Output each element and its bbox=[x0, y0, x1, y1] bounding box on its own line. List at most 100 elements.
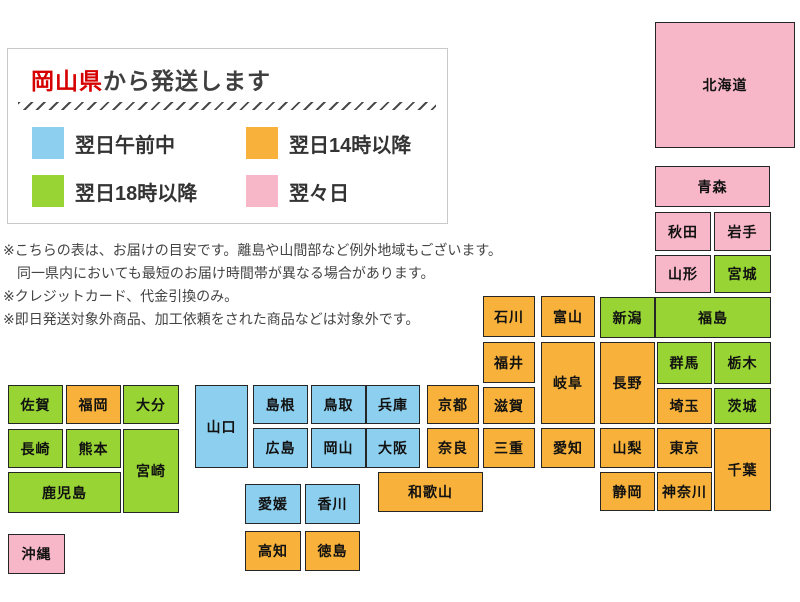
prefecture-label: 奈良 bbox=[438, 440, 468, 456]
prefecture-label: 和歌山 bbox=[408, 484, 453, 500]
prefecture-label: 栃木 bbox=[727, 355, 758, 371]
prefecture-label: 山形 bbox=[668, 266, 698, 282]
prefecture-box: 茨城 bbox=[714, 388, 771, 424]
prefecture-box: 熊本 bbox=[66, 429, 121, 468]
prefecture-box: 福井 bbox=[483, 342, 535, 383]
prefecture-label: 新潟 bbox=[612, 309, 643, 326]
prefecture-box: 静岡 bbox=[600, 472, 655, 511]
note-line: ※こちらの表は、お届けの目安です。離島や山間部など例外地域もございます。 bbox=[3, 242, 502, 258]
delivery-legend: 翌日午前中 翌日14時以降 翌日18時以降 翌々日 bbox=[32, 127, 432, 207]
prefecture-box: 高知 bbox=[245, 531, 301, 571]
prefecture-label: 石川 bbox=[494, 308, 524, 325]
legend-item: 翌日午前中 bbox=[32, 127, 246, 159]
note-line: ※クレジットカード、代金引換のみ。 bbox=[3, 288, 239, 304]
prefecture-box: 三重 bbox=[483, 428, 535, 468]
legend-color-swatch bbox=[246, 175, 278, 207]
prefecture-box: 兵庫 bbox=[366, 385, 420, 424]
shipping-notes: ※こちらの表は、お届けの目安です。離島や山間部など例外地域もございます。 同一県… bbox=[3, 239, 563, 331]
prefecture-label: 鹿児島 bbox=[42, 484, 87, 501]
legend-item: 翌日14時以降 bbox=[246, 127, 460, 159]
prefecture-box: 山形 bbox=[655, 255, 711, 293]
prefecture-box: 石川 bbox=[483, 296, 535, 337]
legend-item: 翌々日 bbox=[246, 175, 460, 207]
prefecture-box: 佐賀 bbox=[8, 385, 63, 424]
prefecture-label: 高知 bbox=[258, 543, 288, 559]
prefecture-label: 愛知 bbox=[553, 440, 583, 456]
prefecture-label: 島根 bbox=[265, 396, 296, 413]
prefecture-label: 宮崎 bbox=[136, 463, 166, 479]
prefecture-box: 群馬 bbox=[657, 342, 712, 384]
prefecture-label: 埼玉 bbox=[669, 398, 700, 414]
prefecture-box: 徳島 bbox=[305, 531, 360, 571]
note-line: 同一県内においても最短のお届け時間帯が異なる場合があります。 bbox=[3, 265, 435, 281]
prefecture-label: 岡山 bbox=[323, 440, 354, 456]
prefecture-box: 山口 bbox=[195, 385, 248, 468]
prefecture-label: 山梨 bbox=[612, 440, 643, 456]
prefecture-box: 鹿児島 bbox=[8, 472, 121, 513]
prefecture-label: 大阪 bbox=[378, 440, 408, 456]
prefecture-label: 秋田 bbox=[668, 223, 698, 240]
prefecture-box: 香川 bbox=[305, 484, 360, 524]
prefecture-box: 栃木 bbox=[714, 342, 771, 384]
prefecture-label: 富山 bbox=[553, 308, 583, 325]
note-line: ※即日発送対象外商品、加工依頼をされた商品などは対象外です。 bbox=[3, 311, 420, 327]
prefecture-box: 東京 bbox=[657, 428, 712, 468]
prefecture-label: 福岡 bbox=[78, 396, 109, 413]
prefecture-label: 香川 bbox=[317, 496, 348, 512]
legend-color-swatch bbox=[32, 127, 64, 159]
prefecture-label: 茨城 bbox=[727, 398, 758, 414]
prefecture-box: 千葉 bbox=[714, 428, 771, 511]
prefecture-label: 京都 bbox=[438, 396, 468, 413]
prefecture-box: 広島 bbox=[253, 428, 308, 468]
legend-label: 翌日14時以降 bbox=[289, 134, 412, 157]
prefecture-label: 兵庫 bbox=[378, 396, 408, 413]
page-title: 岡山県から発送します bbox=[31, 62, 271, 96]
prefecture-box: 大分 bbox=[123, 385, 179, 424]
prefecture-box: 岐阜 bbox=[541, 342, 595, 424]
prefecture-box: 岩手 bbox=[714, 212, 771, 251]
prefecture-box: 宮城 bbox=[714, 255, 771, 293]
origin-prefecture-name: 岡山県 bbox=[31, 68, 103, 94]
prefecture-box: 福島 bbox=[655, 297, 771, 338]
prefecture-box: 沖縄 bbox=[8, 534, 65, 574]
prefecture-box: 島根 bbox=[253, 385, 308, 424]
prefecture-box: 神奈川 bbox=[657, 472, 712, 511]
legend-color-swatch bbox=[32, 175, 64, 207]
prefecture-label: 滋賀 bbox=[494, 397, 524, 414]
legend-label: 翌々日 bbox=[289, 182, 349, 205]
prefecture-label: 長崎 bbox=[20, 440, 51, 457]
prefecture-box: 北海道 bbox=[655, 22, 795, 148]
page-title-rest: から発送します bbox=[103, 68, 271, 94]
prefecture-box: 滋賀 bbox=[483, 387, 535, 424]
prefecture-label: 千葉 bbox=[727, 461, 758, 478]
prefecture-box: 奈良 bbox=[427, 428, 479, 468]
prefecture-box: 鳥取 bbox=[311, 385, 366, 424]
prefecture-box: 福岡 bbox=[66, 385, 121, 424]
legend-label: 翌日午前中 bbox=[75, 134, 175, 157]
prefecture-label: 鳥取 bbox=[323, 396, 354, 413]
prefecture-label: 福井 bbox=[494, 354, 524, 371]
prefecture-box: 岡山 bbox=[311, 428, 366, 468]
prefecture-box: 愛知 bbox=[541, 428, 595, 468]
prefecture-box: 和歌山 bbox=[378, 472, 483, 512]
prefecture-label: 沖縄 bbox=[21, 546, 52, 562]
prefecture-box: 富山 bbox=[541, 296, 595, 337]
hatched-divider bbox=[18, 102, 436, 110]
prefecture-box: 長崎 bbox=[8, 429, 63, 468]
prefecture-box: 愛媛 bbox=[245, 484, 301, 524]
prefecture-box: 青森 bbox=[655, 166, 770, 207]
prefecture-box: 宮崎 bbox=[123, 429, 179, 513]
prefecture-label: 三重 bbox=[494, 440, 524, 456]
prefecture-label: 東京 bbox=[669, 440, 700, 456]
prefecture-box: 大阪 bbox=[366, 428, 420, 468]
prefecture-box: 秋田 bbox=[655, 212, 711, 251]
prefecture-box: 山梨 bbox=[600, 428, 655, 468]
prefecture-box: 新潟 bbox=[600, 297, 655, 338]
prefecture-label: 熊本 bbox=[78, 440, 109, 457]
prefecture-label: 青森 bbox=[697, 178, 728, 195]
prefecture-label: 広島 bbox=[265, 440, 296, 456]
prefecture-label: 岩手 bbox=[727, 223, 758, 240]
prefecture-label: 神奈川 bbox=[662, 483, 707, 500]
